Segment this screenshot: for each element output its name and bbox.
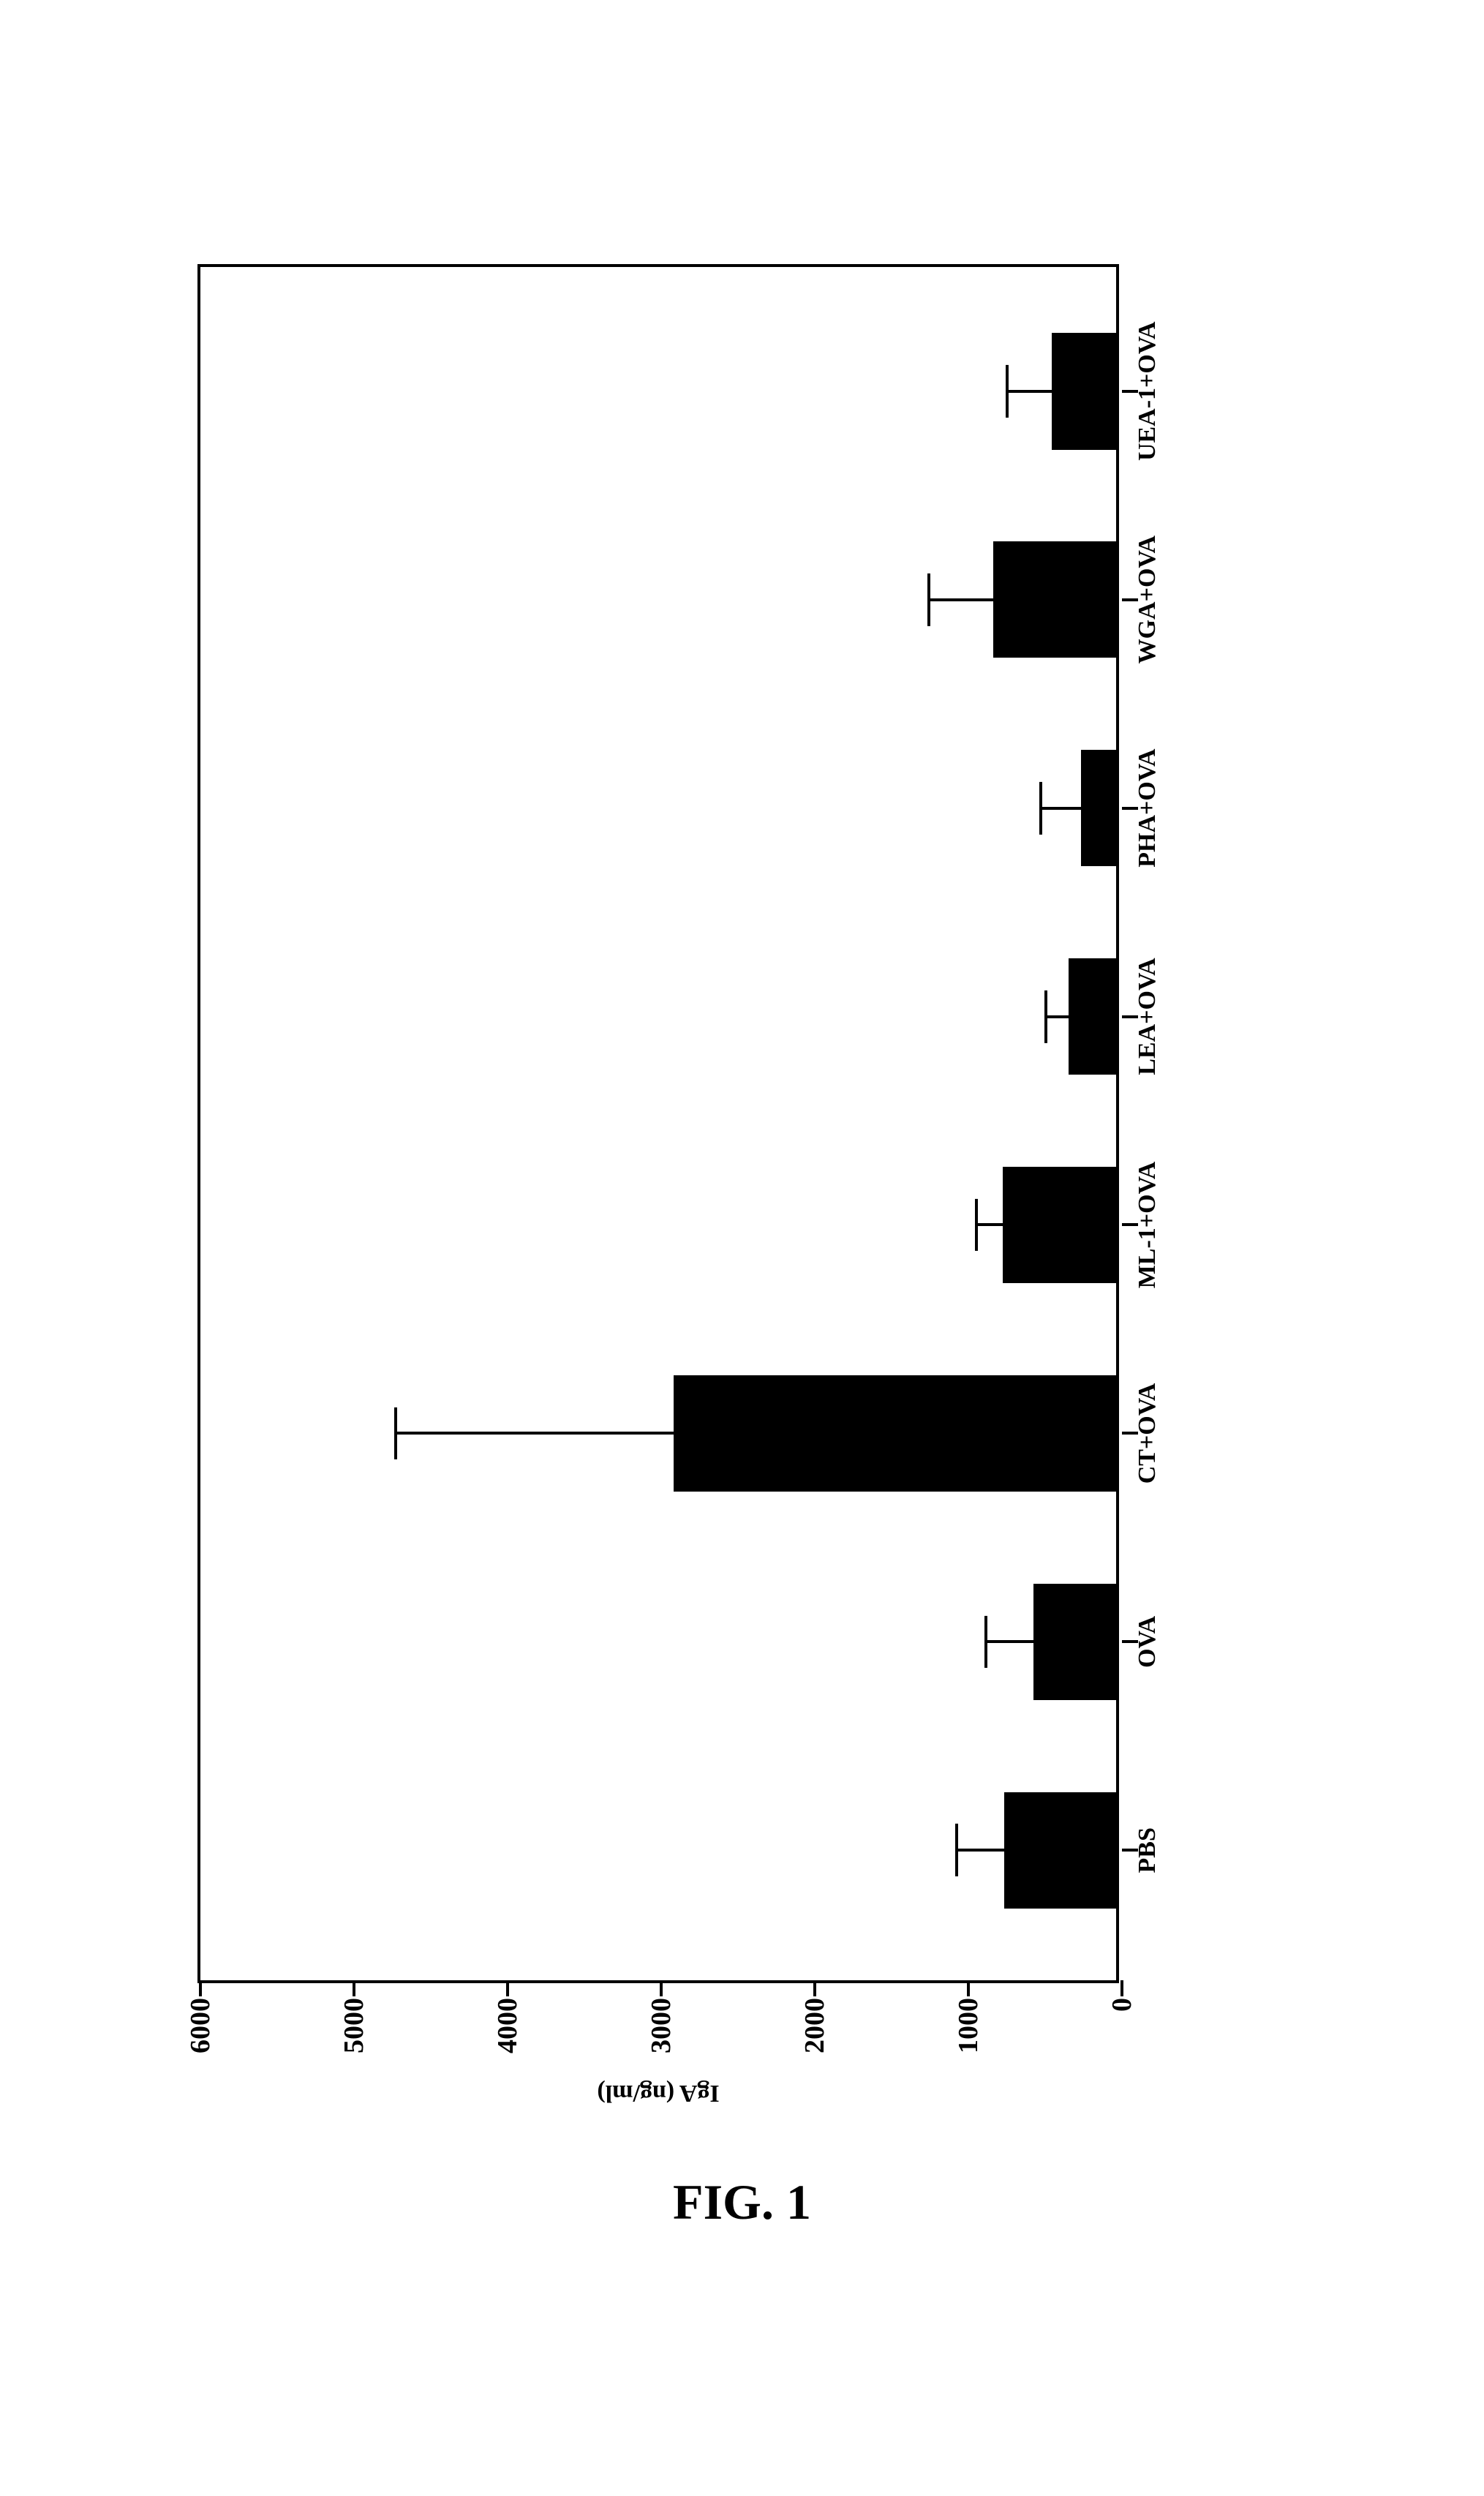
y-tick-label: 3000 — [645, 1980, 677, 2053]
figure-rotated: 0 1000 2000 3000 4000 5000 6000 PBS OVA CT+OVA ML-… — [168, 220, 1317, 2130]
y-axis-title: IgA (ng/ml) — [597, 2079, 719, 2107]
x-tick-label: ML-1+OVA — [1116, 1162, 1161, 1289]
bar — [1069, 958, 1116, 1075]
bar — [1004, 1792, 1116, 1909]
x-tick-label: PHA+OVA — [1116, 748, 1161, 867]
y-tick-label: 2000 — [799, 1980, 831, 2053]
figure-caption: FIG. 1 — [673, 2173, 811, 2231]
y-tick-label: 6000 — [184, 1980, 216, 2053]
x-tick-label: PBS — [1116, 1827, 1161, 1873]
y-tick-label: 1000 — [952, 1980, 984, 2053]
y-tick-label: 0 — [1106, 1980, 1138, 2012]
page: 0 1000 2000 3000 4000 5000 6000 PBS OVA CT+OVA ML-… — [0, 0, 1484, 2496]
y-tick-label: 4000 — [491, 1980, 524, 2053]
x-tick-label: LEA+OVA — [1116, 958, 1161, 1075]
bar — [993, 541, 1116, 658]
x-tick-label: OVA — [1116, 1616, 1161, 1668]
chart-frame: 0 1000 2000 3000 4000 5000 6000 PBS OVA CT+OVA ML-… — [168, 220, 1317, 2130]
x-tick-label: WGA+OVA — [1116, 535, 1161, 664]
bar — [1052, 333, 1116, 450]
y-tick-label: 5000 — [338, 1980, 370, 2053]
x-tick-label: UEA-1+OVA — [1116, 321, 1161, 461]
bar — [1033, 1584, 1116, 1701]
bar — [1003, 1167, 1116, 1284]
x-tick-label: CT+OVA — [1116, 1383, 1161, 1484]
bar — [1081, 750, 1116, 867]
plot-area: 0100020003000400050006000PBSOVACT+OVAML-… — [197, 264, 1119, 1983]
bar — [674, 1375, 1116, 1492]
